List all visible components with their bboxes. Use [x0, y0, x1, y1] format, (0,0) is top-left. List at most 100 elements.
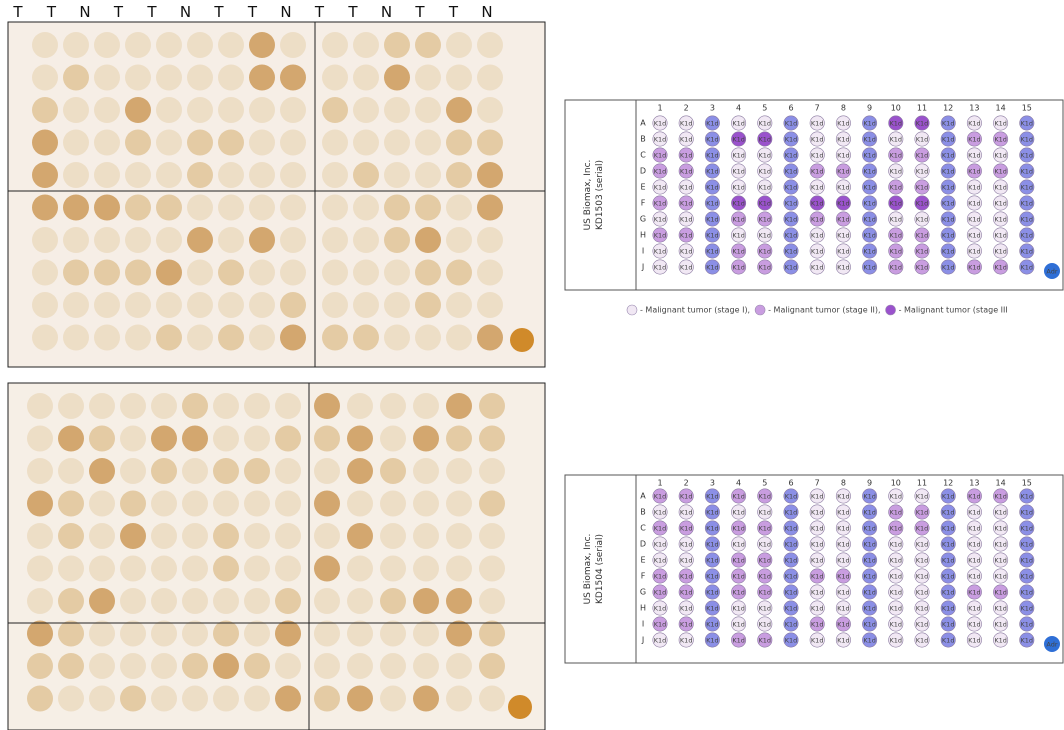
- tissue-core: [446, 653, 472, 679]
- plate-cell: [757, 616, 773, 632]
- cell-label: K1d: [732, 200, 745, 208]
- plate-cell: [809, 520, 825, 536]
- tissue-core: [249, 227, 275, 253]
- tissue-core: [58, 620, 84, 647]
- plate-cell: [652, 504, 668, 520]
- cell-label: K1d: [706, 509, 719, 517]
- tissue-core: [218, 194, 244, 221]
- tissue-core: [347, 685, 373, 712]
- tissue-core: [187, 292, 213, 318]
- cell-label: K1d: [654, 232, 667, 240]
- cell-label: K1d: [916, 605, 929, 613]
- tissue-core: [89, 620, 115, 647]
- plate-cell: [966, 163, 982, 179]
- plate-cell: [783, 568, 799, 584]
- plate-cell: [914, 552, 930, 568]
- tissue-core: [125, 292, 151, 318]
- plate-cell: [993, 227, 1009, 243]
- row-letter: E: [640, 556, 645, 565]
- tissue-core: [89, 393, 115, 419]
- tissue-core: [446, 129, 472, 156]
- plate-cell: [809, 115, 825, 131]
- cell-label: K1d: [863, 216, 876, 224]
- cell-label: K1d: [706, 637, 719, 645]
- plate-cell: [914, 568, 930, 584]
- tissue-core: [477, 129, 503, 156]
- column-number: 10: [891, 104, 901, 113]
- plate-cell: [914, 211, 930, 227]
- column-number: 5: [762, 479, 767, 488]
- tissue-core: [314, 685, 340, 712]
- cell-label: K1d: [942, 120, 955, 128]
- cell-label: K1d: [785, 573, 798, 581]
- plate-cell: [1019, 179, 1035, 195]
- tissue-core: [187, 129, 213, 156]
- plate-title: US Biomax, Inc.: [583, 160, 593, 231]
- cell-label: K1d: [890, 136, 903, 144]
- tissue-core: [58, 458, 84, 484]
- plate-cell: [731, 227, 747, 243]
- plate-cell: [835, 195, 851, 211]
- cell-label: K1d: [994, 525, 1007, 533]
- tissue-core: [218, 97, 244, 123]
- tissue-core: [353, 32, 379, 58]
- cell-label: K1d: [706, 493, 719, 501]
- plate-cell: [888, 195, 904, 211]
- tissue-core: [244, 620, 270, 647]
- plate-cell: [652, 584, 668, 600]
- tissue-core: [89, 555, 115, 582]
- tissue-core: [94, 292, 120, 318]
- plate-cell: [940, 536, 956, 552]
- tissue-core: [477, 64, 503, 91]
- tissue-core: [156, 227, 182, 253]
- cell-label: K1d: [968, 573, 981, 581]
- cell-label: K1d: [863, 248, 876, 256]
- cell-label: K1d: [785, 216, 798, 224]
- tissue-core: [446, 425, 472, 452]
- row-letter: E: [640, 183, 645, 192]
- cell-label: K1d: [811, 637, 824, 645]
- plate-cell: [888, 584, 904, 600]
- cell-label: K1d: [994, 557, 1007, 565]
- plate-cell: [966, 179, 982, 195]
- plate-cell: [888, 163, 904, 179]
- tissue-core: [446, 490, 472, 517]
- plate-cell: [704, 600, 720, 616]
- plate-cell: [783, 584, 799, 600]
- tissue-core: [415, 324, 441, 351]
- row-letter: B: [640, 135, 646, 144]
- cell-label: K1d: [968, 216, 981, 224]
- plate-cell: [966, 504, 982, 520]
- cell-label: K1d: [837, 637, 850, 645]
- plate-cell: [835, 632, 851, 648]
- plate-cell: [940, 600, 956, 616]
- tissue-core: [213, 555, 239, 582]
- tissue-core: [156, 324, 182, 351]
- plate-cell: [835, 536, 851, 552]
- plate-cell: [783, 488, 799, 504]
- plate-cell: [731, 504, 747, 520]
- cell-label: K1d: [994, 605, 1007, 613]
- plate-cell: [783, 163, 799, 179]
- plate-cell: [888, 147, 904, 163]
- plate-cell: [809, 131, 825, 147]
- tissue-core: [322, 194, 348, 221]
- plate-cell: [757, 179, 773, 195]
- tissue-core: [218, 324, 244, 351]
- tissue-core: [275, 620, 301, 647]
- plate-cell: [704, 488, 720, 504]
- cell-label: K1d: [1021, 605, 1034, 613]
- cell-label: K1d: [994, 152, 1007, 160]
- tissue-core: [347, 555, 373, 582]
- cell-label: K1d: [759, 605, 772, 613]
- tissue-core: [479, 458, 505, 484]
- tissue-core: [27, 490, 53, 517]
- plate-cell: [1019, 552, 1035, 568]
- cell-label: K1d: [994, 637, 1007, 645]
- tissue-core: [156, 162, 182, 188]
- plate-cell: [914, 632, 930, 648]
- tissue-core: [384, 97, 410, 123]
- plate-cell: [678, 147, 694, 163]
- cell-label: K1d: [837, 216, 850, 224]
- plate-cell: [862, 520, 878, 536]
